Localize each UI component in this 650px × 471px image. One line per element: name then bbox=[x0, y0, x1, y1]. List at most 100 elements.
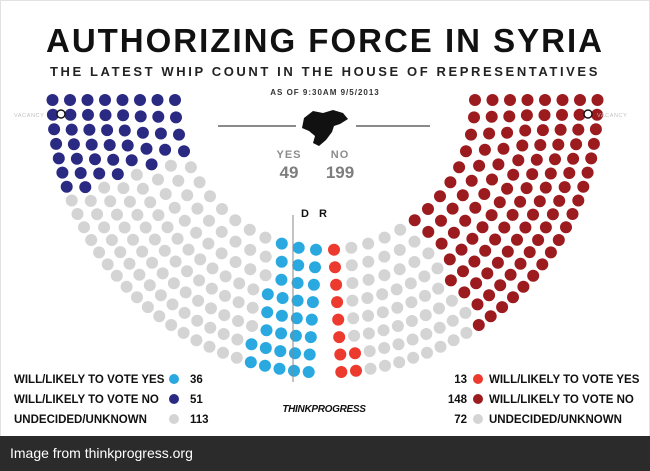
seat-d-undecided bbox=[259, 250, 272, 263]
seat-r-no bbox=[501, 182, 514, 195]
seat-d-undecided bbox=[78, 221, 90, 234]
seat-r-undecided bbox=[433, 321, 446, 334]
seat-r-yes bbox=[335, 366, 348, 378]
dem-label: D bbox=[301, 208, 309, 220]
legend-dem-no-dot bbox=[169, 394, 179, 404]
seat-d-no bbox=[151, 94, 164, 106]
seat-d-undecided bbox=[165, 319, 178, 331]
seat-d-undecided bbox=[218, 309, 231, 322]
seat-r-no bbox=[556, 94, 569, 106]
seat-d-yes bbox=[261, 306, 274, 319]
seat-r-no bbox=[507, 168, 520, 181]
seat-r-no bbox=[585, 152, 598, 165]
seat-d-undecided bbox=[101, 258, 114, 271]
seat-r-undecided bbox=[447, 334, 460, 347]
seat-d-no bbox=[93, 167, 106, 180]
seat-d-undecided bbox=[91, 208, 104, 221]
seat-r-no bbox=[469, 201, 482, 214]
seat-r-undecided bbox=[390, 283, 403, 296]
no-label: NO bbox=[331, 149, 350, 161]
seat-d-undecided bbox=[169, 255, 182, 268]
seat-d-yes bbox=[259, 359, 271, 372]
seat-r-no bbox=[534, 139, 547, 151]
seat-d-no bbox=[118, 124, 131, 137]
seat-r-no bbox=[471, 298, 484, 311]
seat-r-no bbox=[468, 111, 480, 124]
seat-d-no bbox=[140, 142, 153, 155]
seat-r-undecided bbox=[419, 309, 432, 322]
seat-d-yes bbox=[292, 259, 305, 272]
seat-r-undecided bbox=[347, 312, 360, 325]
seat-r-no bbox=[465, 128, 477, 141]
timestamp-label: AS OF 9:30AM 9/5/2013 bbox=[270, 88, 380, 97]
seat-d-undecided bbox=[192, 294, 205, 307]
seat-d-undecided bbox=[164, 159, 177, 172]
seat-r-no bbox=[544, 246, 557, 259]
seat-d-undecided bbox=[127, 233, 139, 246]
seat-d-yes bbox=[244, 356, 257, 369]
seat-d-undecided bbox=[168, 201, 181, 214]
seat-d-no bbox=[81, 94, 94, 106]
seat-r-undecided bbox=[345, 259, 358, 272]
legend-rep-no-dot bbox=[473, 394, 483, 404]
legend-rep-yes-label: WILL/LIKELY TO VOTE YES bbox=[489, 374, 640, 386]
seat-r-no bbox=[526, 168, 539, 181]
seat-d-undecided bbox=[259, 231, 272, 244]
seat-r-undecided bbox=[378, 250, 391, 263]
seat-d-undecided bbox=[193, 274, 206, 287]
seat-r-undecided bbox=[393, 356, 406, 369]
seat-d-no bbox=[103, 139, 116, 151]
syria-map-icon bbox=[302, 110, 348, 146]
seat-d-undecided bbox=[246, 320, 259, 332]
seat-d-undecided bbox=[243, 223, 256, 236]
seat-d-undecided bbox=[205, 282, 218, 295]
seat-r-no bbox=[566, 208, 579, 220]
seat-d-undecided bbox=[178, 214, 191, 227]
seat-r-no bbox=[485, 209, 498, 222]
seat-d-undecided bbox=[84, 194, 97, 207]
seat-r-no bbox=[552, 234, 565, 246]
seat-d-no bbox=[178, 145, 190, 158]
seat-r-no bbox=[587, 137, 600, 150]
seat-d-undecided bbox=[166, 298, 179, 311]
seat-d-undecided bbox=[215, 225, 228, 238]
seat-d-no bbox=[121, 139, 134, 152]
chart-subtitle: THE LATEST WHIP COUNT IN THE HOUSE OF RE… bbox=[50, 64, 600, 79]
vacancy-marker-right bbox=[583, 109, 593, 119]
seat-r-no bbox=[485, 110, 498, 123]
seat-r-no bbox=[521, 94, 534, 106]
seat-d-undecided bbox=[193, 176, 206, 189]
seat-d-undecided bbox=[244, 243, 257, 256]
seat-r-undecided bbox=[432, 282, 445, 295]
seat-r-no bbox=[501, 126, 514, 139]
seat-r-yes bbox=[329, 261, 341, 274]
seat-d-undecided bbox=[206, 262, 219, 275]
seat-d-undecided bbox=[181, 189, 194, 202]
seat-d-no bbox=[107, 153, 120, 166]
seat-r-no bbox=[501, 245, 514, 258]
seat-r-no bbox=[504, 268, 517, 281]
seat-r-no bbox=[457, 265, 469, 278]
seat-r-no bbox=[455, 243, 468, 256]
seat-d-undecided bbox=[148, 233, 161, 246]
seat-d-yes bbox=[275, 273, 288, 286]
seat-r-no bbox=[408, 214, 421, 227]
seat-d-undecided bbox=[159, 188, 172, 200]
seat-d-undecided bbox=[141, 301, 154, 314]
seat-r-no bbox=[517, 280, 530, 293]
seat-r-undecided bbox=[418, 270, 431, 283]
seat-r-no bbox=[466, 232, 479, 245]
seat-r-no bbox=[546, 208, 559, 221]
seat-d-undecided bbox=[219, 270, 232, 283]
seat-d-no bbox=[85, 138, 98, 151]
seat-r-no bbox=[512, 154, 525, 167]
seat-r-no bbox=[453, 161, 466, 174]
seat-r-yes bbox=[333, 331, 346, 344]
seat-d-yes bbox=[276, 292, 289, 304]
seat-d-undecided bbox=[172, 174, 185, 187]
seat-d-yes bbox=[275, 327, 288, 340]
seat-r-no bbox=[483, 289, 496, 302]
seat-d-undecided bbox=[158, 244, 171, 257]
seat-d-undecided bbox=[232, 315, 245, 327]
seat-r-no bbox=[458, 286, 471, 299]
